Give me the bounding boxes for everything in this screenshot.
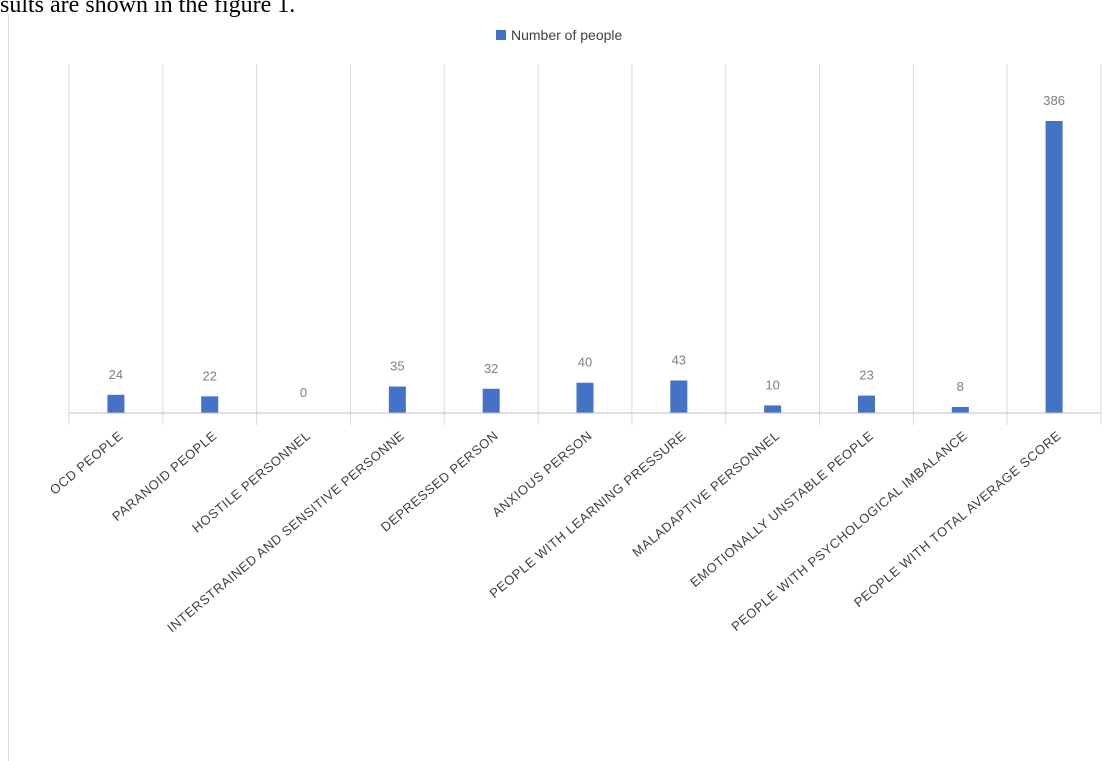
legend-swatch — [496, 30, 506, 40]
value-label: 22 — [202, 368, 216, 383]
value-labels: 24 22 0 35 32 40 43 10 23 8 386 — [109, 93, 1065, 400]
legend-label: Number of people — [511, 27, 623, 43]
category-label: MALADAPTIVE PERSONNEL — [629, 428, 782, 560]
value-label: 10 — [765, 377, 779, 392]
value-label: 386 — [1043, 93, 1065, 108]
category-label: ANXIOUS PERSON — [489, 428, 595, 520]
caption-text: sults are shown in the figure 1. — [0, 0, 296, 18]
value-label: 35 — [390, 359, 404, 374]
value-label: 32 — [484, 361, 498, 376]
bar — [482, 388, 500, 413]
bar — [201, 396, 219, 413]
value-label: 43 — [672, 352, 686, 367]
value-label: 0 — [300, 385, 307, 400]
grid-lines — [68, 64, 1102, 425]
category-label: EMOTIONALLY UNSTABLE PEOPLE — [687, 428, 876, 590]
category-label: PEOPLE WITH TOTAL AVERAGE SCORE — [851, 428, 1064, 610]
bar — [670, 380, 688, 413]
value-label: 24 — [109, 367, 123, 382]
category-label: PARANOID PEOPLE — [109, 428, 219, 524]
bar — [107, 394, 125, 413]
bar — [857, 395, 875, 413]
bar — [388, 386, 406, 413]
value-label: 23 — [859, 368, 873, 383]
bar — [1045, 121, 1063, 413]
value-label: 8 — [957, 379, 964, 394]
category-label: PEOPLE WITH LEARNING PRESSURE — [486, 428, 688, 601]
category-label: OCD PEOPLE — [47, 428, 126, 498]
bar-chart: Number of people 24 22 0 35 32 40 43 10 23 8 386 O… — [8, 14, 1108, 761]
chart-svg: Number of people 24 22 0 35 32 40 43 10 23 8 386 O… — [47, 27, 1102, 635]
legend: Number of people — [496, 27, 623, 43]
bar — [951, 406, 969, 413]
bar — [576, 382, 594, 413]
bars — [107, 121, 1063, 413]
value-label: 40 — [578, 355, 592, 370]
bar — [764, 405, 782, 413]
